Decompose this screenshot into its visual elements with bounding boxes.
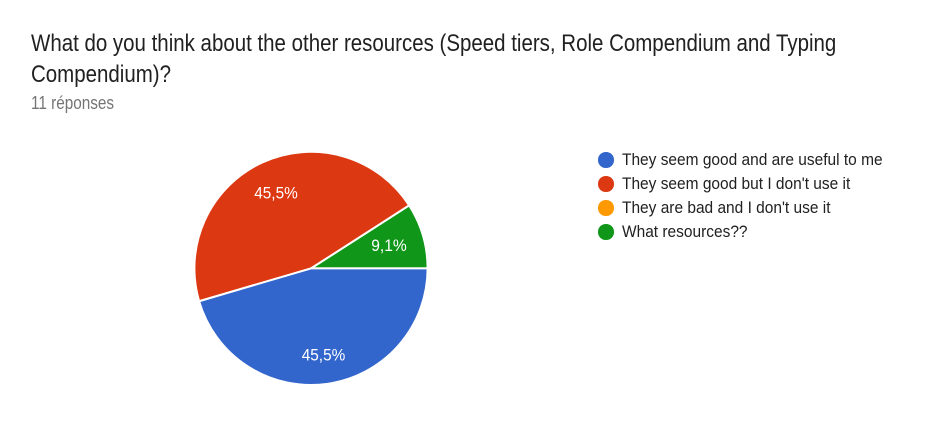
svg-text:9,1%: 9,1% bbox=[371, 237, 407, 255]
svg-text:45,5%: 45,5% bbox=[254, 185, 298, 203]
svg-text:45,5%: 45,5% bbox=[302, 347, 346, 365]
